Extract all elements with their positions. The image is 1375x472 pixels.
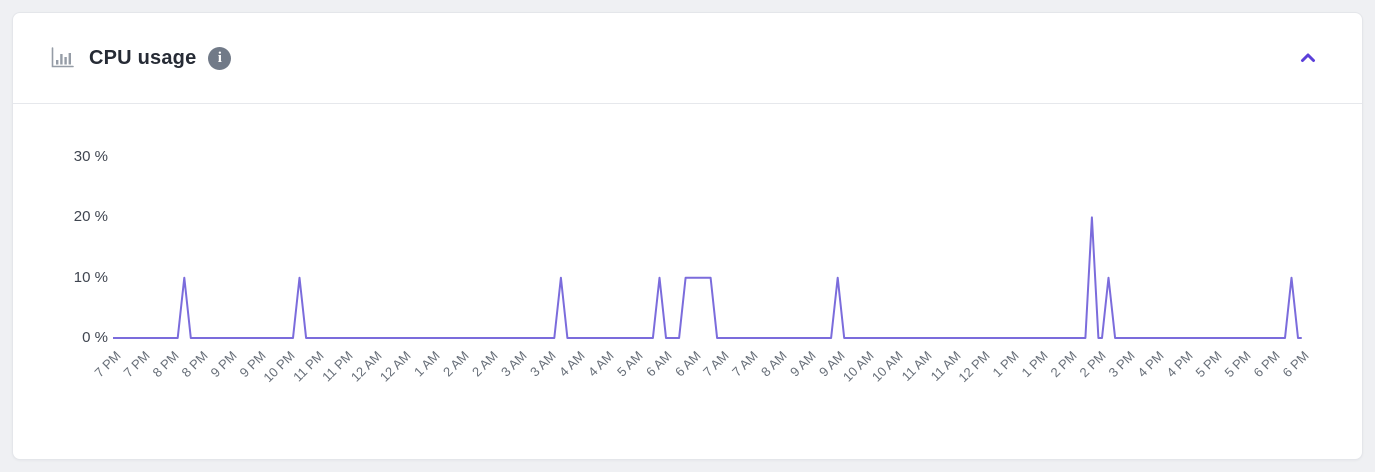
x-axis-tick-label: 12 PM xyxy=(955,348,993,386)
x-axis-tick-label: 7 PM xyxy=(91,348,124,381)
cpu-usage-chart: 30 % 20 % 10 % 0 % 7 PM 7 PM 8 PM 8 PM 9 PM 9 PM 1… xyxy=(13,104,1362,459)
bar-chart-icon xyxy=(49,47,75,69)
x-axis-tick-label: 8 AM xyxy=(758,348,791,380)
x-axis-tick-label: 2 AM xyxy=(439,348,472,380)
x-axis-tick-label: 3 AM xyxy=(497,348,530,380)
x-axis-tick-label: 11 PM xyxy=(289,348,327,385)
x-axis-tick-label: 10 AM xyxy=(869,348,906,385)
x-axis-tick-label: 5 AM xyxy=(613,348,646,380)
cpu-usage-card: CPU usage i 30 % 20 % 10 % 0 % 7 PM 7 PM 8 PM 8… xyxy=(12,12,1363,460)
y-axis-tick-label: 30 % xyxy=(73,148,108,166)
x-axis-tick-label: 11 AM xyxy=(898,348,935,384)
x-axis-tick-label: 4 AM xyxy=(555,348,588,380)
x-axis-tick-label: 3 PM xyxy=(1105,348,1138,381)
cpu-usage-line-plot xyxy=(113,216,1302,339)
y-axis-tick-label: 0 % xyxy=(82,329,108,346)
x-axis-tick-label: 2 PM xyxy=(1076,348,1109,381)
x-axis-tick-label: 7 PM xyxy=(120,348,153,381)
card-body: 30 % 20 % 10 % 0 % 7 PM 7 PM 8 PM 8 PM 9 PM 9 PM 1… xyxy=(13,104,1362,459)
x-axis-tick-label: 4 AM xyxy=(584,348,617,380)
x-axis-tick-label: 11 PM xyxy=(318,348,356,385)
x-axis-tick-label: 9 PM xyxy=(207,348,240,381)
x-axis-tick-label: 6 AM xyxy=(642,348,675,380)
x-axis-tick-label: 10 PM xyxy=(260,348,298,386)
x-axis-tick-label: 6 AM xyxy=(671,348,704,380)
x-axis-tick-label: 3 AM xyxy=(526,348,559,380)
x-axis-tick-label: 8 PM xyxy=(149,348,182,381)
x-axis-tick-label: 4 PM xyxy=(1163,348,1196,381)
x-axis-tick-label: 1 PM xyxy=(989,348,1022,381)
x-axis-tick-label: 2 AM xyxy=(468,348,501,380)
x-axis-tick-label: 4 PM xyxy=(1134,348,1167,381)
x-axis-tick-label: 7 AM xyxy=(729,348,762,380)
card-title: CPU usage xyxy=(89,46,197,69)
x-axis-tick-label: 12 AM xyxy=(376,348,414,385)
x-axis-tick-label: 1 PM xyxy=(1018,348,1051,381)
card-header: CPU usage i xyxy=(13,13,1362,104)
y-axis-tick-label: 10 % xyxy=(73,268,108,286)
x-axis-tick-label: 6 PM xyxy=(1250,348,1283,381)
x-axis-tick-label: 7 AM xyxy=(700,348,733,380)
cpu-usage-series-line xyxy=(113,216,1302,339)
x-axis-tick-label: 6 PM xyxy=(1279,348,1312,381)
x-axis-tick-label: 8 PM xyxy=(178,348,211,381)
x-axis-tick-label: 12 AM xyxy=(347,348,385,385)
x-axis-tick-label: 1 AM xyxy=(410,348,443,380)
x-axis-tick-label: 2 PM xyxy=(1047,348,1080,381)
x-axis-tick-label: 10 AM xyxy=(840,348,877,385)
chevron-up-icon xyxy=(1300,53,1316,64)
x-axis-tick-label: 9 AM xyxy=(787,348,820,380)
x-axis-tick-label: 5 PM xyxy=(1192,348,1225,381)
x-axis-tick-label: 5 PM xyxy=(1221,348,1254,381)
info-icon[interactable]: i xyxy=(208,46,232,70)
collapse-button[interactable] xyxy=(1296,49,1320,68)
y-axis-tick-label: 20 % xyxy=(73,208,108,226)
